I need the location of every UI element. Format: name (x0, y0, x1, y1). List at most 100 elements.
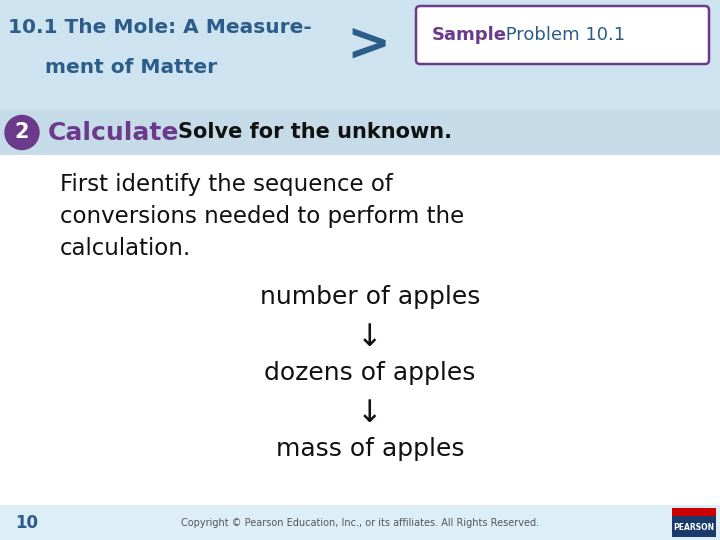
FancyBboxPatch shape (132, 264, 152, 284)
FancyBboxPatch shape (66, 396, 86, 416)
FancyBboxPatch shape (264, 264, 284, 284)
FancyBboxPatch shape (88, 484, 108, 504)
FancyBboxPatch shape (220, 198, 240, 218)
FancyBboxPatch shape (88, 132, 108, 152)
FancyBboxPatch shape (286, 88, 306, 108)
FancyBboxPatch shape (22, 308, 42, 328)
FancyBboxPatch shape (132, 484, 152, 504)
FancyBboxPatch shape (132, 418, 152, 438)
FancyBboxPatch shape (198, 484, 218, 504)
FancyBboxPatch shape (132, 396, 152, 416)
FancyBboxPatch shape (110, 286, 130, 306)
FancyBboxPatch shape (220, 0, 240, 20)
FancyBboxPatch shape (88, 396, 108, 416)
FancyBboxPatch shape (44, 0, 64, 20)
Text: mass of apples: mass of apples (276, 437, 464, 461)
FancyBboxPatch shape (176, 132, 196, 152)
FancyBboxPatch shape (66, 484, 86, 504)
FancyBboxPatch shape (286, 506, 306, 526)
FancyBboxPatch shape (44, 374, 64, 394)
FancyBboxPatch shape (88, 110, 108, 130)
FancyBboxPatch shape (132, 506, 152, 526)
FancyBboxPatch shape (44, 22, 64, 42)
FancyBboxPatch shape (0, 198, 20, 218)
FancyBboxPatch shape (154, 154, 174, 174)
FancyBboxPatch shape (110, 198, 130, 218)
FancyBboxPatch shape (22, 374, 42, 394)
FancyBboxPatch shape (88, 352, 108, 372)
FancyBboxPatch shape (220, 506, 240, 526)
FancyBboxPatch shape (110, 154, 130, 174)
FancyBboxPatch shape (0, 506, 20, 526)
FancyBboxPatch shape (110, 0, 130, 20)
FancyBboxPatch shape (176, 440, 196, 460)
FancyBboxPatch shape (416, 6, 709, 64)
FancyBboxPatch shape (242, 88, 262, 108)
FancyBboxPatch shape (22, 66, 42, 86)
FancyBboxPatch shape (176, 44, 196, 64)
FancyBboxPatch shape (22, 154, 42, 174)
FancyBboxPatch shape (220, 396, 240, 416)
FancyBboxPatch shape (176, 462, 196, 482)
FancyBboxPatch shape (220, 352, 240, 372)
FancyBboxPatch shape (154, 462, 174, 482)
FancyBboxPatch shape (176, 286, 196, 306)
FancyBboxPatch shape (22, 528, 42, 540)
FancyBboxPatch shape (198, 330, 218, 350)
FancyBboxPatch shape (154, 66, 174, 86)
FancyBboxPatch shape (110, 330, 130, 350)
FancyBboxPatch shape (176, 528, 196, 540)
FancyBboxPatch shape (198, 286, 218, 306)
FancyBboxPatch shape (286, 154, 306, 174)
FancyBboxPatch shape (66, 374, 86, 394)
FancyBboxPatch shape (198, 352, 218, 372)
FancyBboxPatch shape (264, 352, 284, 372)
FancyBboxPatch shape (242, 264, 262, 284)
FancyBboxPatch shape (44, 528, 64, 540)
FancyBboxPatch shape (66, 110, 86, 130)
FancyBboxPatch shape (220, 242, 240, 262)
FancyBboxPatch shape (286, 198, 306, 218)
FancyBboxPatch shape (154, 506, 174, 526)
FancyBboxPatch shape (66, 220, 86, 240)
FancyBboxPatch shape (88, 330, 108, 350)
FancyBboxPatch shape (132, 22, 152, 42)
FancyBboxPatch shape (198, 66, 218, 86)
FancyBboxPatch shape (88, 440, 108, 460)
FancyBboxPatch shape (154, 22, 174, 42)
Circle shape (5, 116, 39, 150)
FancyBboxPatch shape (22, 418, 42, 438)
FancyBboxPatch shape (242, 374, 262, 394)
Text: 2: 2 (14, 123, 30, 143)
FancyBboxPatch shape (242, 330, 262, 350)
FancyBboxPatch shape (0, 44, 20, 64)
Text: Sample: Sample (432, 26, 507, 44)
FancyBboxPatch shape (44, 330, 64, 350)
FancyBboxPatch shape (88, 286, 108, 306)
FancyBboxPatch shape (264, 440, 284, 460)
FancyBboxPatch shape (176, 374, 196, 394)
FancyBboxPatch shape (110, 132, 130, 152)
FancyBboxPatch shape (88, 242, 108, 262)
FancyBboxPatch shape (110, 462, 130, 482)
FancyBboxPatch shape (22, 220, 42, 240)
FancyBboxPatch shape (264, 132, 284, 152)
FancyBboxPatch shape (286, 0, 306, 20)
FancyBboxPatch shape (242, 352, 262, 372)
FancyBboxPatch shape (0, 505, 720, 540)
FancyBboxPatch shape (154, 396, 174, 416)
FancyBboxPatch shape (198, 22, 218, 42)
FancyBboxPatch shape (198, 396, 218, 416)
FancyBboxPatch shape (286, 396, 306, 416)
FancyBboxPatch shape (0, 176, 20, 196)
FancyBboxPatch shape (242, 176, 262, 196)
FancyBboxPatch shape (44, 44, 64, 64)
Text: conversions needed to perform the: conversions needed to perform the (60, 205, 464, 228)
FancyBboxPatch shape (0, 66, 20, 86)
FancyBboxPatch shape (132, 110, 152, 130)
FancyBboxPatch shape (198, 220, 218, 240)
FancyBboxPatch shape (198, 110, 218, 130)
FancyBboxPatch shape (286, 264, 306, 284)
FancyBboxPatch shape (198, 88, 218, 108)
FancyBboxPatch shape (88, 198, 108, 218)
